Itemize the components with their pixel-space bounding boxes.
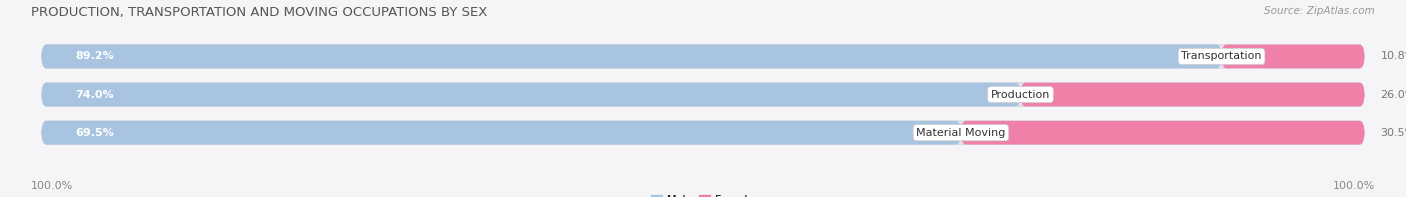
Text: 26.0%: 26.0% [1381,90,1406,99]
Text: 30.5%: 30.5% [1381,128,1406,138]
FancyBboxPatch shape [42,83,1021,106]
FancyBboxPatch shape [42,45,1364,68]
Text: 100.0%: 100.0% [31,181,73,191]
FancyBboxPatch shape [42,121,960,145]
Legend: Male, Female: Male, Female [647,191,759,197]
Text: 10.8%: 10.8% [1381,51,1406,61]
Text: PRODUCTION, TRANSPORTATION AND MOVING OCCUPATIONS BY SEX: PRODUCTION, TRANSPORTATION AND MOVING OC… [31,6,488,19]
FancyBboxPatch shape [42,83,1364,106]
Text: 69.5%: 69.5% [76,128,114,138]
FancyBboxPatch shape [1021,83,1364,106]
Text: Source: ZipAtlas.com: Source: ZipAtlas.com [1264,6,1375,16]
Text: 100.0%: 100.0% [1333,181,1375,191]
FancyBboxPatch shape [42,121,1364,145]
FancyBboxPatch shape [42,45,1222,68]
FancyBboxPatch shape [960,121,1364,145]
Text: Transportation: Transportation [1181,51,1261,61]
Text: 89.2%: 89.2% [76,51,114,61]
Text: 74.0%: 74.0% [76,90,114,99]
Text: Production: Production [991,90,1050,99]
FancyBboxPatch shape [1222,45,1364,68]
Text: Material Moving: Material Moving [917,128,1005,138]
